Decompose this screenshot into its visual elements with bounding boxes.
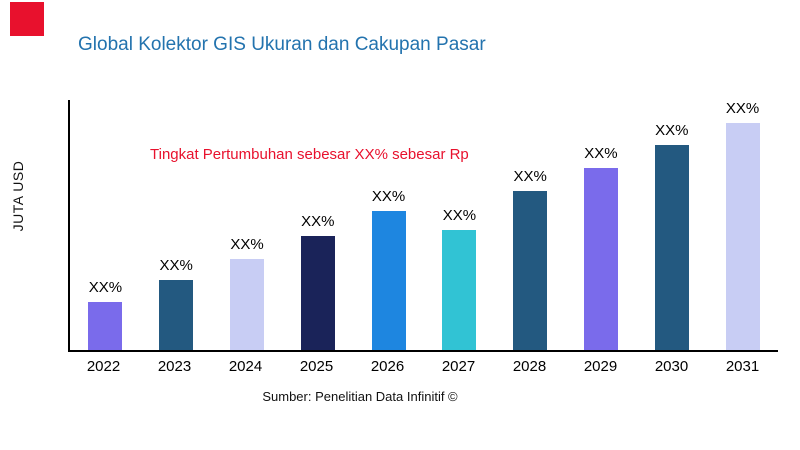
bar-column: XX% — [353, 100, 424, 350]
x-tick-label: 2028 — [512, 358, 547, 375]
bar-column: XX% — [707, 100, 778, 350]
bar-value-label: XX% — [584, 145, 618, 163]
brand-accent-square — [10, 2, 44, 36]
bar — [654, 145, 689, 350]
bar-column: XX% — [141, 100, 212, 350]
x-ticks: 2022 2023 2024 2025 2026 2027 2028 2029 2030 2031 — [68, 358, 778, 375]
growth-annotation: Tingkat Pertumbuhan sebesar XX% sebesar … — [150, 146, 469, 163]
x-tick-label: 2031 — [725, 358, 760, 375]
bar-value-label: XX% — [159, 256, 193, 274]
bar-value-label: XX% — [371, 188, 406, 206]
bar — [371, 211, 406, 350]
chart-title: Global Kolektor GIS Ukuran dan Cakupan P… — [78, 34, 486, 55]
bar — [725, 123, 760, 350]
bar-value-label: XX% — [442, 206, 477, 224]
bar-value-label: XX% — [513, 167, 547, 185]
bar-column: XX% — [636, 100, 707, 350]
bar-column: XX% — [212, 100, 283, 350]
bar — [300, 236, 335, 350]
x-tick-label: 2030 — [654, 358, 689, 375]
bar — [229, 259, 264, 350]
bar-column: XX% — [70, 100, 141, 350]
bar-column: XX% — [495, 100, 566, 350]
y-axis-label: JUTA USD — [10, 160, 26, 232]
bar-value-label: XX% — [230, 236, 264, 254]
bar-value-label: XX% — [301, 213, 335, 231]
bars: XX% XX% XX% XX% XX% XX% XX% XX% XX% XX% — [70, 100, 778, 350]
bar-value-label: XX% — [725, 100, 760, 117]
x-tick-label: 2027 — [441, 358, 476, 375]
bar — [442, 229, 477, 350]
x-tick-label: 2025 — [299, 358, 334, 375]
bar — [159, 279, 194, 350]
bar-value-label: XX% — [655, 122, 689, 140]
plot-area: XX% XX% XX% XX% XX% XX% XX% XX% XX% XX% — [68, 100, 778, 352]
source-caption: Sumber: Penelitian Data Infinitif © — [262, 389, 458, 404]
bar-column: XX% — [566, 100, 637, 350]
bar — [88, 302, 123, 350]
x-tick-label: 2024 — [228, 358, 263, 375]
x-tick-label: 2023 — [157, 358, 192, 375]
bar — [513, 190, 548, 350]
bar-column: XX% — [282, 100, 353, 350]
x-tick-label: 2022 — [86, 358, 121, 375]
bar-value-label: XX% — [88, 279, 123, 297]
bar — [583, 168, 618, 350]
x-tick-label: 2026 — [370, 358, 405, 375]
x-tick-label: 2029 — [583, 358, 618, 375]
bar-column: XX% — [424, 100, 495, 350]
